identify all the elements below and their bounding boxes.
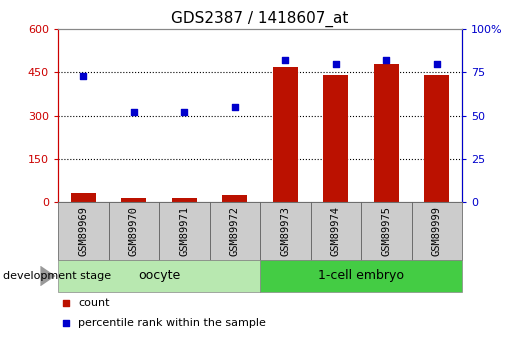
Point <box>62 320 70 326</box>
Point <box>180 109 188 115</box>
Bar <box>58 202 109 260</box>
Bar <box>273 67 298 202</box>
Point <box>62 300 70 306</box>
Text: 1-cell embryo: 1-cell embryo <box>318 269 404 283</box>
Text: development stage: development stage <box>3 271 111 281</box>
Bar <box>311 202 361 260</box>
Bar <box>58 260 260 292</box>
Point <box>130 109 138 115</box>
Point <box>332 61 340 67</box>
Bar <box>210 202 260 260</box>
Text: oocyte: oocyte <box>138 269 180 283</box>
Point <box>433 61 441 67</box>
Text: GSM89970: GSM89970 <box>129 206 139 256</box>
Bar <box>159 202 210 260</box>
Text: GSM89974: GSM89974 <box>331 206 341 256</box>
Bar <box>424 75 449 202</box>
Point <box>231 104 239 110</box>
Point <box>382 58 390 63</box>
Bar <box>412 202 462 260</box>
Text: GSM89999: GSM89999 <box>432 206 442 256</box>
Bar <box>222 195 247 202</box>
Point <box>281 58 289 63</box>
Bar <box>361 202 412 260</box>
Text: GSM89971: GSM89971 <box>179 206 189 256</box>
Bar <box>109 202 159 260</box>
Bar <box>260 260 462 292</box>
Bar <box>260 202 311 260</box>
Bar <box>71 193 96 202</box>
Text: GSM89969: GSM89969 <box>78 206 88 256</box>
Point <box>79 73 87 79</box>
Bar <box>121 197 146 202</box>
Bar <box>374 64 399 202</box>
Text: percentile rank within the sample: percentile rank within the sample <box>78 318 266 328</box>
Bar <box>323 75 348 202</box>
Bar <box>172 197 197 202</box>
Text: GSM89973: GSM89973 <box>280 206 290 256</box>
Text: count: count <box>78 298 110 308</box>
Text: GSM89972: GSM89972 <box>230 206 240 256</box>
Text: GSM89975: GSM89975 <box>381 206 391 256</box>
Polygon shape <box>40 266 56 286</box>
Title: GDS2387 / 1418607_at: GDS2387 / 1418607_at <box>171 10 349 27</box>
